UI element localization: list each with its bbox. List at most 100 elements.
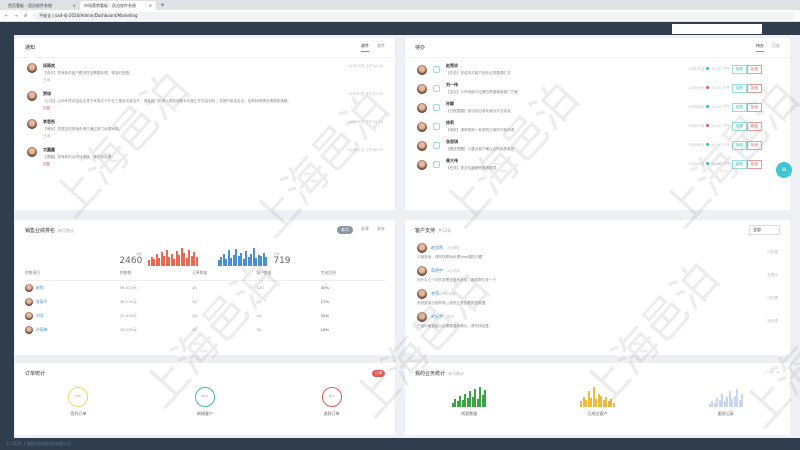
reject-button[interactable]: 拒绝 — [747, 122, 762, 131]
support-item[interactable]: 李萍 2小时前 系统登录出现异常，无法正常查看报表数据 已处理 — [405, 286, 790, 309]
todo-text: 【日程提醒】参加供应商年度合作洽谈会 — [446, 109, 511, 113]
notice-text: 【审批】您提交的报销申请已通过部门经理审批。 — [43, 127, 123, 131]
cell-ratio: 18% — [320, 327, 330, 332]
address-bar: ← → ⟳ 不安全 | oa4-dj-2020/Admin/Dashboard/Ma… — [0, 10, 800, 22]
orders-badge[interactable]: 订单 — [372, 369, 385, 377]
accept-button[interactable]: 接受 — [732, 141, 747, 150]
notice-item[interactable]: 文圆圆 【提醒】您有新的合同待审核，请尽快处理。 回复 12月07日 上午09:45 — [15, 142, 395, 170]
advisor-name[interactable]: 赵钦 — [36, 284, 44, 290]
cell-customers: 24 — [256, 299, 262, 304]
close-icon[interactable]: × — [72, 3, 76, 8]
support-item[interactable]: 刘天宇 昨天 产品价格调整以后需要重新确认，请尽快回复 待处理 — [405, 309, 790, 332]
accept-button[interactable]: 接受 — [732, 65, 747, 74]
notice-item[interactable]: 李思彤 【审批】您提交的报销申请已通过部门经理审批。 已读 12月08日 下午02:1… — [15, 114, 395, 142]
notice-link[interactable]: 已读 — [43, 78, 51, 82]
orders-bar — [247, 257, 250, 266]
todo-date: 12月05日 — [687, 162, 705, 166]
orders-bar — [232, 254, 235, 266]
todo-clock: 11:30 下午 — [711, 67, 730, 71]
tab-quarter[interactable]: 本季 — [361, 226, 369, 231]
notice-link[interactable]: 回复 — [43, 162, 51, 166]
orders-bar — [225, 259, 228, 266]
notice-item[interactable]: 贾琼 【公告】公司年终总结会议将于本周五下午在三楼会议室召开，请各部门负责人提前准… — [15, 86, 395, 114]
avatar — [417, 140, 427, 151]
cell-ratio: 30% — [320, 285, 330, 291]
reject-button[interactable]: 拒绝 — [747, 65, 762, 74]
business-bar — [723, 401, 726, 407]
support-item[interactable]: 赵欣然 3分钟前 订单查询，请尽快帮我处理Web端的问题 已处理 — [405, 240, 790, 263]
todo-item[interactable]: 徐莉 【审批】请审核新一批采购订单的付款申请 12月07日 10:00 下午 接受 拒绝 — [405, 117, 790, 136]
business-bar — [461, 400, 464, 407]
accept-button[interactable]: 接受 — [732, 103, 747, 112]
tab-month[interactable]: 本月 — [337, 226, 353, 234]
action-buttons: 接受 拒绝 — [732, 122, 762, 131]
filter-select[interactable]: 全部 — [749, 225, 780, 235]
tab-done[interactable]: 已办 — [772, 43, 780, 48]
support-item[interactable]: 蒋明宇 1小时前 为什么上个月的发票还没有收到，麻烦帮忙查一下 处理中 — [405, 263, 790, 286]
cell-customers: 40 — [256, 313, 262, 318]
search-input[interactable] — [672, 24, 762, 34]
close-icon[interactable]: × — [148, 3, 152, 8]
tab-sent[interactable]: 发件 — [377, 43, 385, 48]
notice-link[interactable]: 已读 — [43, 134, 51, 138]
customer-name[interactable]: 刘天宇 — [431, 314, 443, 319]
sales-bar — [173, 259, 176, 266]
accept-button[interactable]: 接受 — [732, 122, 747, 131]
notice-text: 【待办】您有新的客户跟进任务需要处理，请及时查看。 — [43, 71, 133, 75]
action-buttons: 接受 拒绝 — [732, 65, 762, 74]
reject-button[interactable]: 拒绝 — [747, 160, 762, 169]
panel-subtitle: 本月统计 — [448, 370, 465, 376]
back-icon[interactable]: ← — [5, 13, 9, 18]
sales-bar — [178, 255, 181, 266]
url-input[interactable]: 不安全 | oa4-dj-2020/Admin/Dashboard/Market… — [33, 11, 795, 20]
reject-button[interactable]: 拒绝 — [747, 103, 762, 112]
panel-title: 通知 — [25, 45, 36, 51]
todo-item[interactable]: 刘一伟 【会议】与市场部讨论第四季度营销推广方案 12月09日 10:00 下午 接受拒… — [405, 79, 790, 98]
accept-button[interactable]: 接受 — [732, 160, 747, 169]
forward-icon[interactable]: → — [14, 13, 18, 18]
business-bar — [741, 393, 744, 407]
sales-bar — [160, 252, 163, 266]
support-head: 蒋明宇 1小时前 — [417, 266, 778, 276]
notice-item[interactable]: 邱雨欢 【待办】您有新的客户跟进任务需要处理，请及时查看。 已读 12月10日 上午1… — [15, 58, 395, 86]
status-dot — [706, 124, 710, 127]
todo-body: 刘一伟 【会议】与市场部讨论第四季度营销推广方案 — [446, 82, 518, 95]
column-header: 销售额 — [119, 266, 193, 281]
reject-button[interactable]: 拒绝 — [747, 141, 762, 150]
todo-item[interactable]: 赵秀珍 【任务】完成本月客户回访记录整理汇总 12月10日 11:30 下午 接受 拒绝 — [405, 60, 790, 79]
panel-tools-icon[interactable]: ⤢ ⟳ × — [764, 370, 780, 376]
todo-item[interactable]: 周大伟 【任务】提交年度销售数据报表 12月05日 11:30 下午 接受 拒绝 — [405, 155, 790, 174]
advisor-name[interactable]: 张丽平 — [36, 298, 48, 304]
customer-name[interactable]: 李萍 — [431, 291, 439, 296]
advisor-name[interactable]: 刘洋 — [36, 312, 44, 318]
assignee-name: 徐莉 — [446, 120, 454, 125]
reject-button[interactable]: 拒绝 — [747, 84, 762, 93]
floating-action-button[interactable]: ≡ — [776, 162, 792, 178]
new-tab-icon[interactable]: + — [160, 2, 166, 9]
sales-bar — [175, 251, 178, 266]
panel-title: 订单统计 — [25, 370, 46, 377]
avatar — [417, 159, 427, 170]
accept-button[interactable]: 接受 — [732, 84, 747, 93]
todos-panel: 待办 待办 已办 赵秀珍 【任务】完成本月客户回访记录整理汇总 12月10日 11:30 … — [405, 38, 790, 210]
tab-year[interactable]: 本年 — [377, 226, 385, 231]
notice-link[interactable]: 回复 — [43, 106, 51, 110]
business-bar — [451, 402, 454, 407]
browser-tab-active[interactable]: 市场营销看板 - 邑泊软件系统 × — [80, 1, 156, 10]
notice-body: 文圆圆 【提醒】您有新的合同待审核，请尽快处理。 回复 — [43, 147, 383, 167]
todo-item[interactable]: 张思琪 【跟进提醒】与重点客户确认合同续签事宜 12月06日 11:30 下午 接受 拒绝 — [405, 136, 790, 155]
avatar — [27, 91, 37, 101]
status-dot — [706, 162, 710, 165]
cell-orders: 21 — [192, 327, 197, 332]
customer-name[interactable]: 蒋明宇 — [431, 268, 443, 273]
support-time: 1小时前 — [447, 268, 460, 273]
business-bar — [600, 395, 603, 407]
todo-item[interactable]: 孙颖 【日程提醒】参加供应商年度合作洽谈会 12月08日 11:30 下午 接受 拒绝 — [405, 98, 790, 117]
customer-name[interactable]: 赵欣然 — [431, 245, 443, 250]
notice-time: 12月08日 下午02:10 — [347, 120, 383, 124]
tab-todo[interactable]: 待办 — [756, 43, 764, 52]
tab-inbox[interactable]: 收件 — [361, 43, 369, 52]
browser-tab[interactable]: 首页看板 - 邑泊软件系统 × — [4, 1, 80, 10]
advisor-name[interactable]: 孙雨婷 — [36, 326, 48, 332]
reload-icon[interactable]: ⟳ — [23, 13, 28, 18]
